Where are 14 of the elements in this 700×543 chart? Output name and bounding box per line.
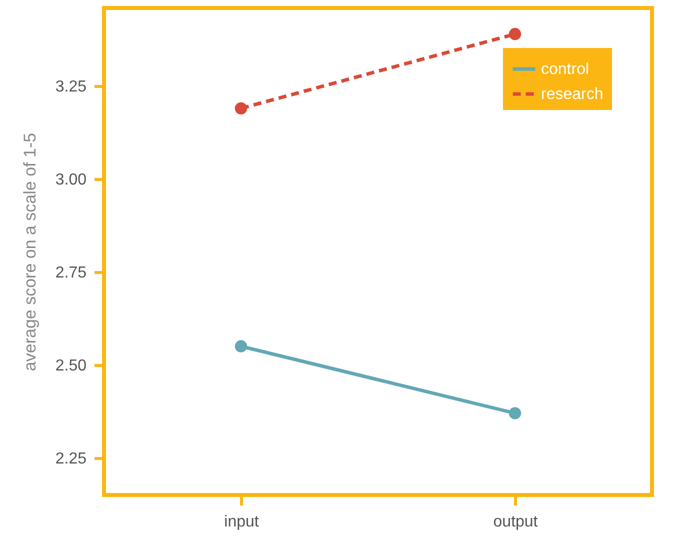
legend-label: research — [541, 86, 604, 103]
point — [234, 102, 248, 114]
point — [508, 28, 522, 40]
y-tick-label: 2.75 — [55, 264, 87, 282]
x-tick-label: input — [224, 514, 260, 530]
y-tick-label: 2.25 — [55, 450, 87, 468]
y-tick-label: 3.25 — [55, 78, 87, 96]
legend-label: control — [541, 61, 590, 78]
y-tick-label: 2.50 — [55, 357, 87, 374]
point — [234, 340, 248, 352]
y-tick-label: 3.00 — [55, 172, 87, 189]
point — [508, 407, 522, 420]
x-tick-label: output — [493, 514, 538, 530]
y-axis-title: average score on a scale of 1-5 — [20, 132, 40, 372]
